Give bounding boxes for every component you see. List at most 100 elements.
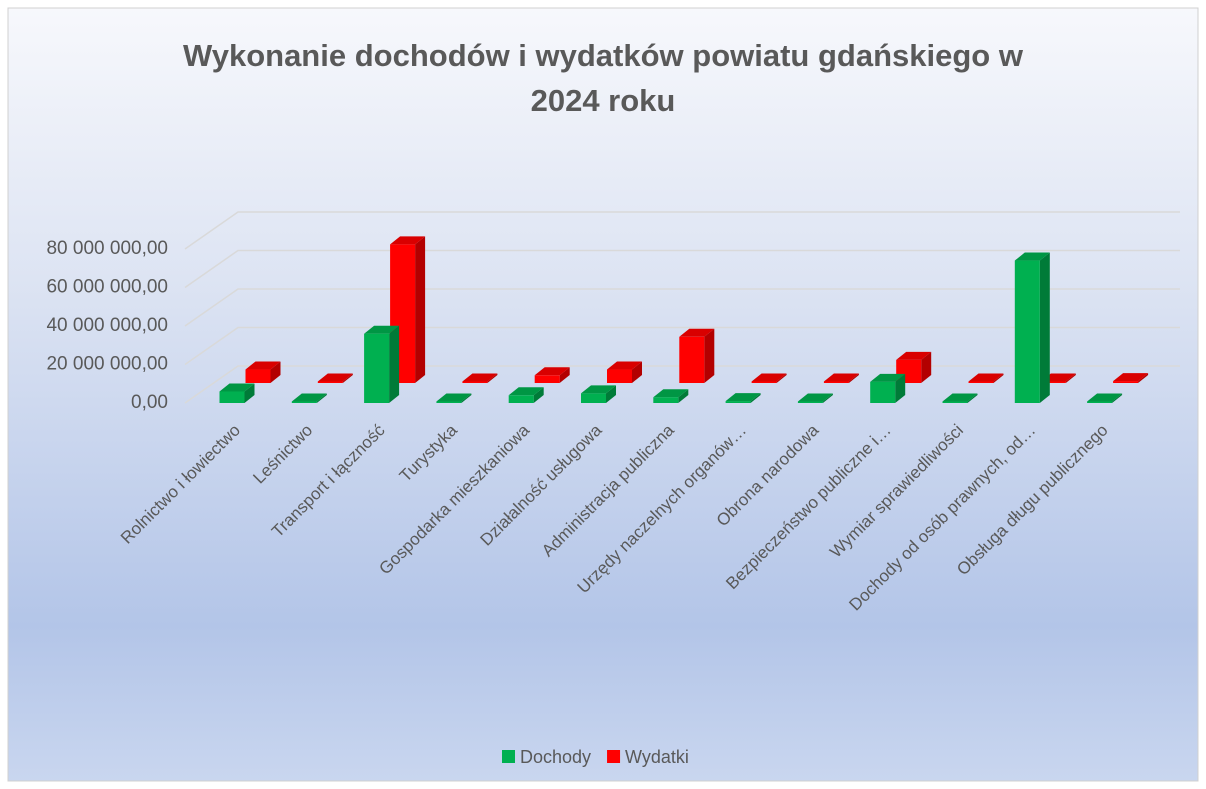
bar xyxy=(1087,393,1123,403)
bar-top xyxy=(364,325,400,334)
bar-front xyxy=(219,391,245,403)
bar-front xyxy=(751,381,777,383)
bar xyxy=(968,373,1004,383)
bar xyxy=(870,373,906,403)
legend-swatch xyxy=(502,750,515,763)
bar-side xyxy=(533,387,544,403)
bar-side xyxy=(993,373,1004,383)
bar-side xyxy=(750,393,761,403)
bar-front xyxy=(1040,381,1066,383)
bar-side xyxy=(461,393,472,403)
bar-side xyxy=(389,325,400,403)
bar-side xyxy=(487,373,498,383)
bar-front xyxy=(1113,381,1139,383)
bar-side xyxy=(606,385,616,403)
bar-top xyxy=(751,373,787,382)
bar-top xyxy=(245,361,281,370)
bar-top xyxy=(797,393,833,402)
bar xyxy=(581,385,616,403)
bar-top xyxy=(725,393,761,402)
bar xyxy=(823,373,859,383)
legend-label: Dochody xyxy=(520,747,591,767)
bar-top xyxy=(534,367,570,376)
bar-side xyxy=(559,367,570,383)
bar-top xyxy=(870,373,906,382)
y-tick-label: 0,00 xyxy=(131,392,168,413)
bar xyxy=(291,393,327,403)
bar xyxy=(364,325,400,403)
bar-side xyxy=(1138,373,1149,383)
bar-side xyxy=(895,373,906,403)
bar-side xyxy=(1112,393,1123,403)
bar xyxy=(896,351,932,383)
bar xyxy=(508,387,544,403)
bar-front xyxy=(436,401,462,403)
chart-title: 2024 roku xyxy=(531,83,676,118)
bar xyxy=(534,367,570,383)
bar-side xyxy=(776,373,787,383)
bar-front xyxy=(1014,260,1040,403)
bar-side xyxy=(848,373,859,383)
bar-top xyxy=(942,393,978,402)
bar-front xyxy=(870,381,896,403)
bar-side xyxy=(1039,252,1050,403)
bar-front xyxy=(725,401,751,403)
bar-top xyxy=(462,373,498,382)
bar-top xyxy=(508,387,544,396)
bar xyxy=(797,393,833,403)
bar-side xyxy=(244,383,255,403)
bar-top xyxy=(1014,252,1050,261)
y-tick-label: 80 000 000,00 xyxy=(46,238,168,259)
bar xyxy=(607,361,642,383)
bar-front xyxy=(534,375,560,383)
grid-line xyxy=(184,365,1180,404)
bar-side xyxy=(704,328,715,383)
bar-top xyxy=(1113,373,1149,382)
bar xyxy=(436,393,472,403)
bar-front xyxy=(364,333,390,403)
bar-side xyxy=(415,236,426,383)
bar-side xyxy=(967,393,978,403)
bar xyxy=(751,373,787,383)
chart-title: Wykonanie dochodów i wydatków powiatu gd… xyxy=(183,38,1024,73)
y-tick-label: 20 000 000,00 xyxy=(46,354,168,375)
bar-front xyxy=(508,395,534,403)
bar-top xyxy=(607,361,642,370)
bar xyxy=(317,373,353,383)
bar-top xyxy=(653,389,689,398)
bar-front xyxy=(462,381,488,383)
bar-front xyxy=(607,369,632,383)
bar-front xyxy=(942,401,968,403)
bar-top xyxy=(679,328,715,337)
bar-side xyxy=(921,351,932,383)
bar-side xyxy=(342,373,353,383)
bar xyxy=(1113,373,1149,383)
bar xyxy=(1014,252,1050,403)
bar xyxy=(653,389,689,403)
bar-front xyxy=(823,381,849,383)
bar-side xyxy=(822,393,833,403)
bar xyxy=(942,393,978,403)
bar-front xyxy=(1087,401,1113,403)
bar-top xyxy=(1087,393,1123,402)
bar xyxy=(725,393,761,403)
y-tick-label: 40 000 000,00 xyxy=(46,315,168,336)
grid-line xyxy=(184,288,1180,327)
bar xyxy=(462,373,498,383)
bar-top xyxy=(896,351,932,360)
grid-line xyxy=(184,249,1180,289)
bar-front xyxy=(245,369,271,383)
bar-side xyxy=(632,361,642,383)
bar-front xyxy=(679,336,705,383)
bar-side xyxy=(316,393,327,403)
legend-label: Wydatki xyxy=(625,747,689,767)
bar-top xyxy=(823,373,859,382)
bar-top xyxy=(436,393,472,402)
bar-side xyxy=(1065,373,1076,383)
bar xyxy=(679,328,715,383)
bar-front xyxy=(291,401,317,403)
bar-front xyxy=(968,381,994,383)
bar-side xyxy=(270,361,281,383)
bar-top xyxy=(219,383,255,392)
